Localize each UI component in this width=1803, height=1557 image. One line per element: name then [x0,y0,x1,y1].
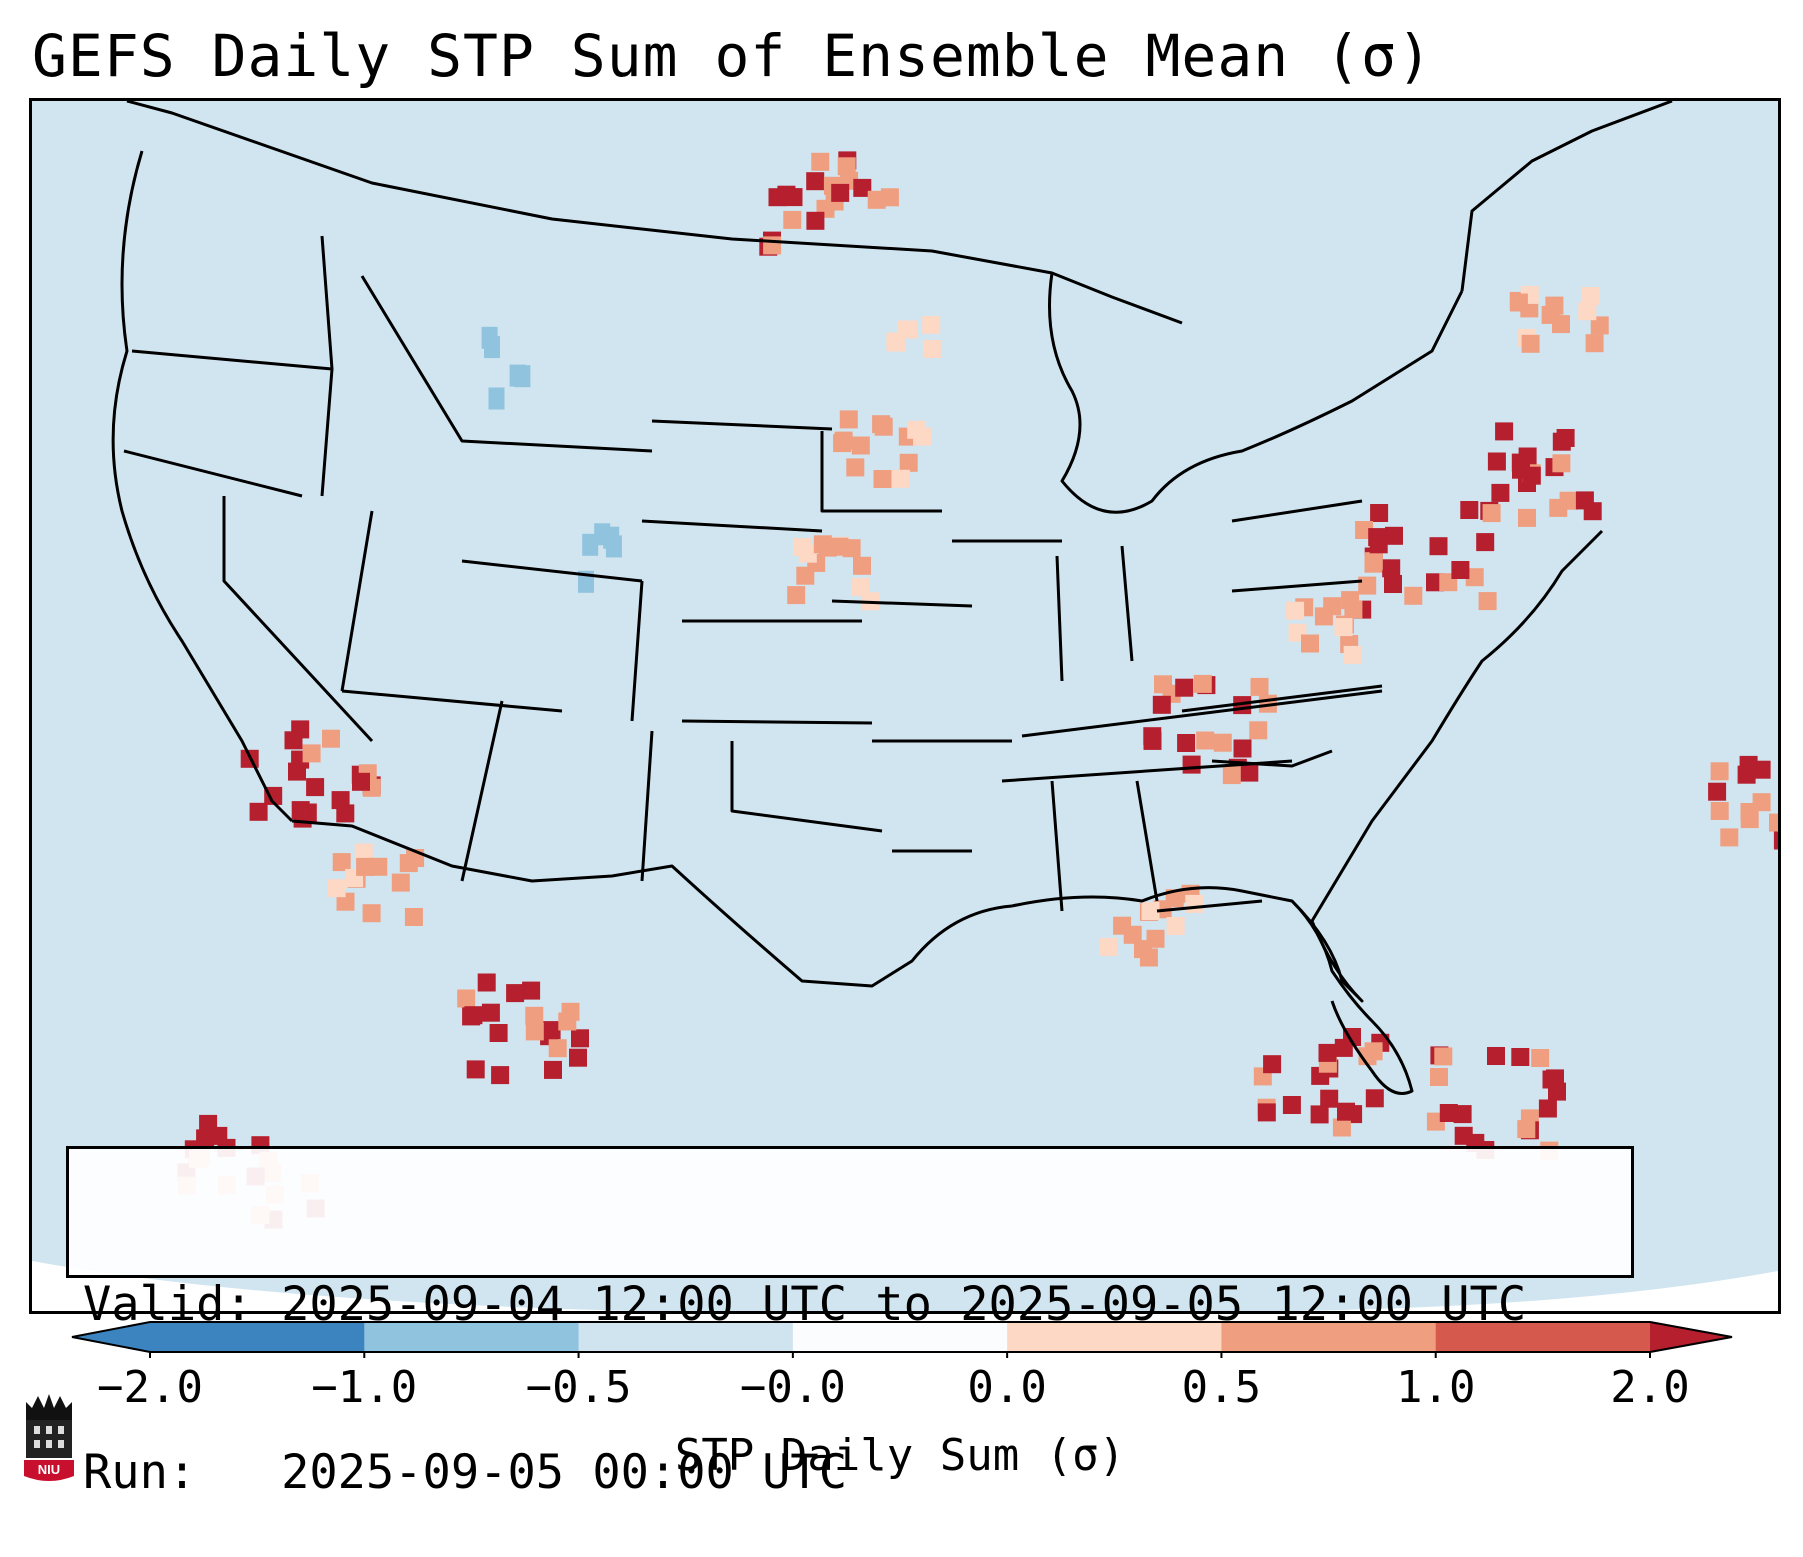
border-ca-nv [222,496,374,743]
border-wa-or [131,349,333,371]
validity-info-box: Valid: 2025-09-04 12:00 UTC to 2025-09-0… [66,1146,1634,1500]
border-in-oh [1120,545,1134,662]
colorbar-segment [578,1322,794,1352]
border-wy-co [461,559,643,583]
colorbar-tick-label: 0.5 [1181,1362,1262,1413]
border-ky-tn [1021,689,1383,738]
colorbar-segment [792,1322,1008,1352]
forecast-domain [32,101,1778,1311]
border-or-ca [123,449,303,498]
great-lakes-outline [1048,272,1464,514]
colorbar-tick-label: −0.0 [739,1362,846,1413]
colorbar-extend-low [72,1322,150,1352]
border-sd-ne [641,519,823,533]
anomaly-kentucky [1286,576,1377,664]
border-al-ga [1135,780,1159,902]
svg-text:NIU: NIU [38,1462,60,1477]
colorbar-tick-label: −1.0 [311,1362,418,1413]
border-nc-sc [1211,749,1333,768]
border-nv-ut [340,510,374,692]
border-id-mt [320,235,334,497]
border-nm-tx [640,730,654,882]
border-ms-al [1050,780,1064,912]
border-mt-wy [360,275,653,453]
negative-wyoming [481,326,531,410]
anomaly-mid-atlantic [1460,422,1602,527]
border-nd-sd [651,419,833,431]
anomaly-sonora [457,973,589,1085]
state-boundaries [111,101,1673,1095]
border-ga-fl [1156,899,1263,913]
colorbar-tick-label: −0.5 [525,1362,632,1413]
colorbar-extend-high [1650,1322,1732,1352]
colorbar-tick-label: 0.0 [967,1362,1047,1413]
border-pa-md [1231,579,1363,593]
anomaly-new-york [1509,285,1609,353]
run-time-text: Run: 2025-09-05 00:00 UTC [83,1445,848,1500]
west-coast [111,150,294,823]
colorbar-tick-label: 2.0 [1610,1362,1690,1413]
negative-colorado [578,523,622,593]
colorbar-segment [364,1322,580,1352]
us-canada-border [126,101,1183,325]
anomaly-appalachians [1353,504,1501,619]
border-az-nm [460,700,504,882]
border-il-in [1055,555,1064,682]
colorbar-tick-label: −2.0 [97,1362,203,1413]
colorbar-segment [1221,1322,1437,1352]
colorbar-segment [150,1322,365,1352]
border-va-nc [1181,684,1383,713]
border-ok-tx [730,741,883,833]
border-ks-ok [681,719,873,725]
anomaly-florida-gulf [1253,1028,1390,1137]
canada-maritime-border [1460,101,1673,292]
border-ia-mo [831,599,973,608]
map-panel[interactable] [29,98,1781,1314]
colorbar [71,1321,1733,1358]
colorbar-segment [1007,1322,1222,1352]
gulf-coast [1011,529,1604,1003]
border-co-ks [630,580,644,722]
border-ut-az [341,689,563,713]
colorbar-label: STP Daily Sum (σ) [674,1430,1126,1481]
map-canvas [32,101,1778,1311]
us-mexico-border [291,819,1013,988]
anomaly-eastern-dakotas [886,315,941,358]
map-title: GEFS Daily STP Sum of Ensemble Mean (σ) [32,22,1433,90]
border-ny-pa [1231,499,1363,523]
anomaly-southern-california [240,720,381,828]
colorbar-tick-label: 1.0 [1395,1362,1476,1413]
anomaly-north-dakota [759,151,899,256]
florida-outline [1290,899,1414,1095]
anomaly-western-atlantic [1708,755,1778,850]
colorbar-segment [1435,1322,1651,1352]
anomaly-nebraska [833,410,932,488]
niu-logo: NIU [24,1394,74,1481]
anomaly-baja-california [327,843,425,926]
border-mn-ia [820,431,942,513]
